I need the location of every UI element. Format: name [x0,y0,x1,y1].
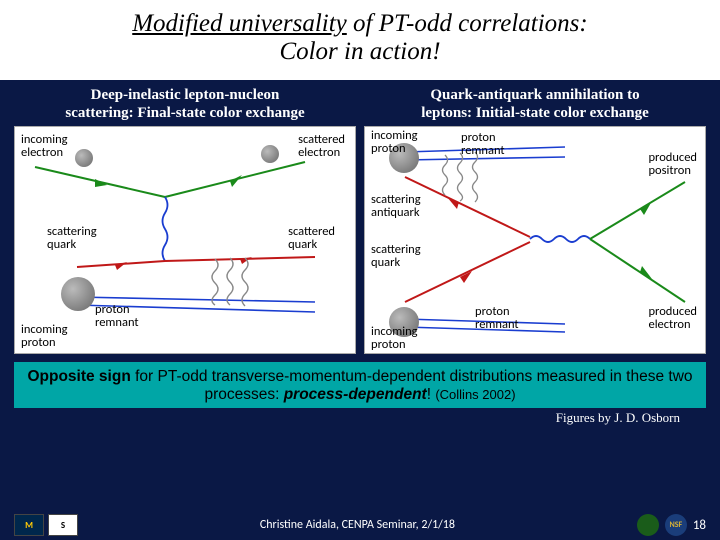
michigan-logo-icon: M [14,514,44,536]
left-heading: Deep-inelastic lepton-nucleon scattering… [14,86,356,122]
doe-logo-icon [637,514,659,536]
footer-right: NSF 18 [637,514,706,536]
title-line2: Color in action! [279,38,440,65]
right-column: Quark-antiquark annihilation to leptons:… [364,86,706,354]
lbl-scattering-quark: scatteringquark [47,225,97,251]
page-number: 18 [693,518,706,533]
lbl-incoming-electron: incomingelectron [21,133,68,159]
lbl-proton-remnant-top: protonremnant [461,131,505,157]
dis-diagram: incomingelectron scatteredelectron scatt… [14,126,356,354]
page-title: Modified universality of PT-odd correlat… [20,10,700,66]
left-heading-l2: scattering: Final-state color exchange [65,105,304,121]
lbl-incoming-proton-top: incomingproton [371,129,418,155]
title-part2: of PT-odd correlations: [347,10,588,37]
sponsor-logo-icon: S [48,514,78,536]
proton-blob [61,277,95,311]
lbl-produced-electron: producedelectron [648,305,697,331]
lbl-scattering-quark: scatteringquark [371,243,421,269]
title-underlined: Modified universality [132,10,347,37]
lbl-produced-positron: producedpositron [648,151,697,177]
lbl-scattered-quark: scatteredquark [288,225,335,251]
footer: M S Christine Aidala, CENPA Seminar, 2/1… [0,514,720,536]
figure-credit: Figures by J. D. Osborn [0,408,720,426]
banner-pre: Opposite sign [27,368,130,385]
electron-blob-out [261,145,279,163]
dy-diagram: incomingproton protonremnant producedpos… [364,126,706,354]
electron-blob-in [75,149,93,167]
banner-ref: (Collins 2002) [435,387,515,402]
conclusion-banner: Opposite sign for PT-odd transverse-mome… [14,362,706,408]
lbl-incoming-proton: incomingproton [21,323,68,349]
lbl-proton-remnant-bot: protonremnant [475,305,519,331]
footer-center-text: Christine Aidala, CENPA Seminar, 2/1/18 [78,518,637,532]
left-column: Deep-inelastic lepton-nucleon scattering… [14,86,356,354]
title-block: Modified universality of PT-odd correlat… [0,0,720,80]
right-heading: Quark-antiquark annihilation to leptons:… [364,86,706,122]
lbl-proton-remnant: protonremnant [95,303,139,329]
banner-emph: process-dependent [284,386,427,403]
lbl-incoming-proton-bot: incomingproton [371,325,418,351]
nsf-logo-icon: NSF [665,514,687,536]
right-heading-l1: Quark-antiquark annihilation to [430,87,639,103]
left-heading-l1: Deep-inelastic lepton-nucleon [91,87,280,103]
right-heading-l2: leptons: Initial-state color exchange [421,105,649,121]
columns: Deep-inelastic lepton-nucleon scattering… [0,80,720,354]
lbl-scattered-electron: scatteredelectron [298,133,345,159]
lbl-scattering-antiquark: scatteringantiquark [371,193,421,219]
footer-logos-left: M S [14,514,78,536]
